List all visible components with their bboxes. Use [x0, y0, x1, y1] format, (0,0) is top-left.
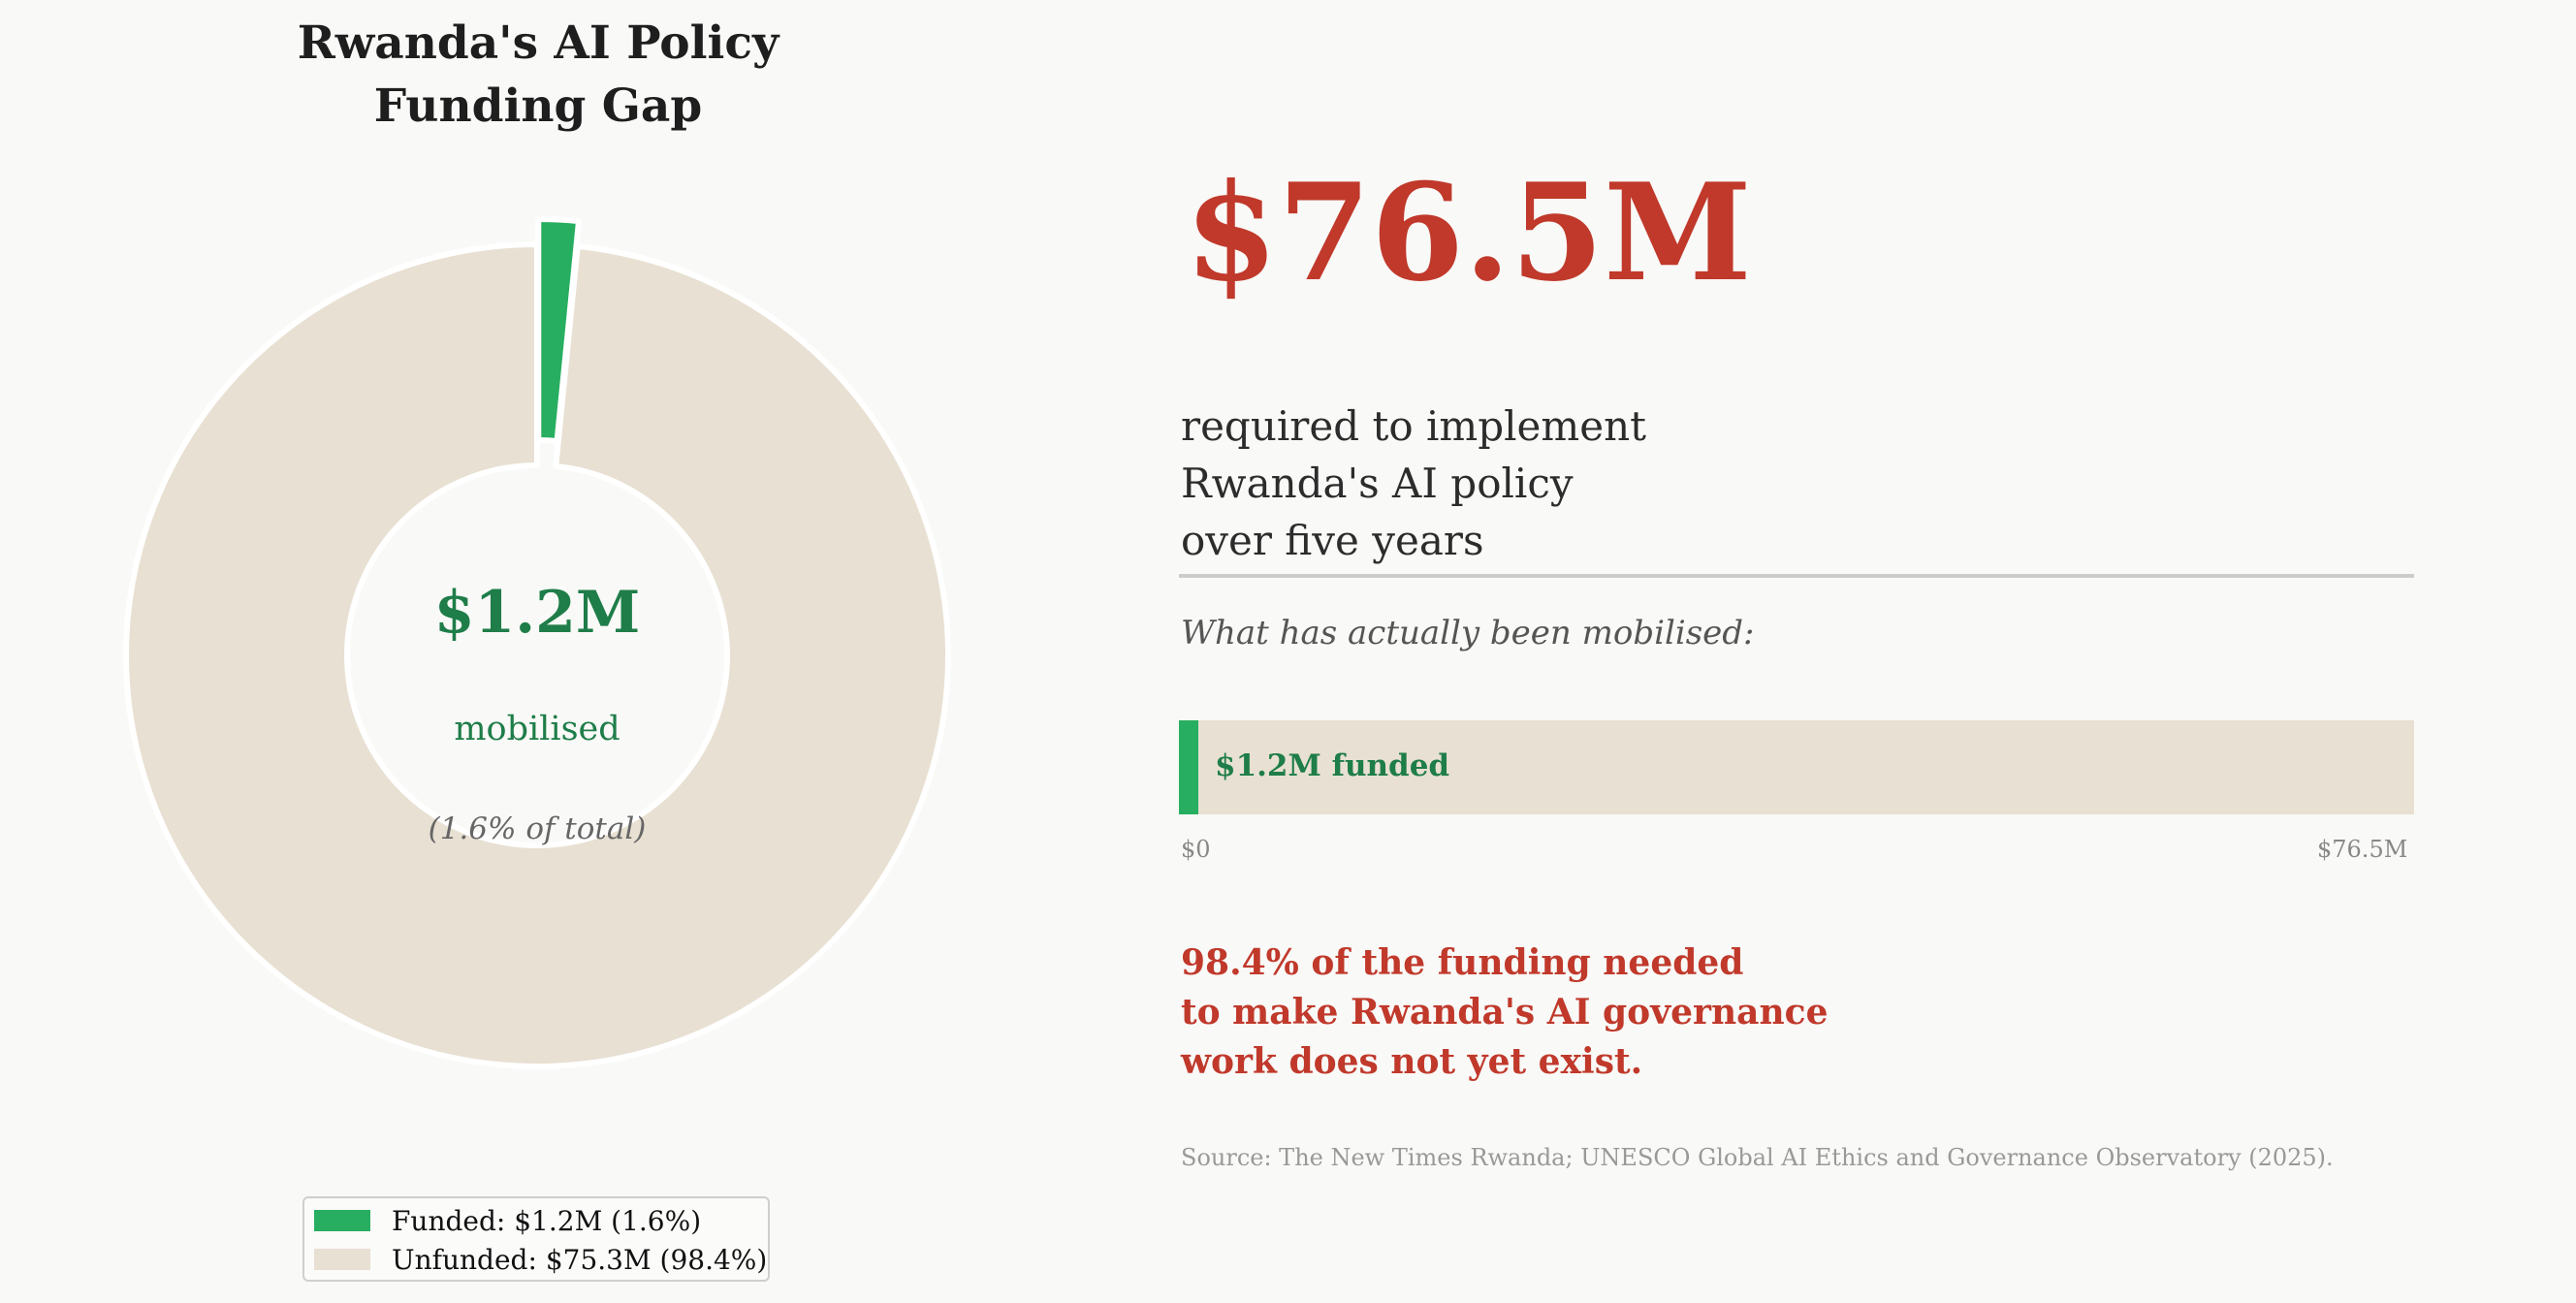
center-value: $1.2M [434, 579, 641, 647]
mobilised-prompt: What has actually been mobilised: [1181, 614, 1755, 652]
legend-item-unfunded: Unfunded: $75.3M (98.4%) [314, 1240, 767, 1279]
legend-label-funded: Funded: $1.2M (1.6%) [392, 1204, 702, 1237]
center-label: mobilised [454, 710, 620, 748]
required-description: required to implement Rwanda's AI policy… [1181, 402, 1647, 564]
progress-fill [1179, 720, 1198, 814]
progress-track [1179, 720, 2414, 814]
progress-label: $1.2M funded [1215, 748, 1450, 783]
legend-label-unfunded: Unfunded: $75.3M (98.4%) [392, 1243, 768, 1276]
divider [1179, 574, 2414, 578]
total-required-amount: $76.5M [1185, 153, 1752, 311]
legend-item-funded: Funded: $1.2M (1.6%) [314, 1201, 701, 1240]
legend-swatch-funded [314, 1210, 370, 1231]
source-note: Source: The New Times Rwanda; UNESCO Glo… [1181, 1144, 2334, 1171]
center-note: (1.6% of total) [429, 811, 647, 846]
gap-statement: 98.4% of the funding needed to make Rwan… [1181, 942, 1829, 1082]
progress-max-label: $76.5M [2317, 836, 2408, 863]
progress-min-label: $0 [1181, 836, 1211, 863]
donut-slices [123, 216, 951, 1069]
legend: Funded: $1.2M (1.6%) Unfunded: $75.3M (9… [302, 1196, 770, 1282]
donut-slice-unfunded [123, 241, 951, 1069]
legend-swatch-unfunded [314, 1249, 370, 1270]
chart-title: Rwanda's AI Policy Funding Gap [297, 16, 779, 133]
donut-chart: $1.2M mobilised (1.6% of total) [123, 216, 951, 1069]
